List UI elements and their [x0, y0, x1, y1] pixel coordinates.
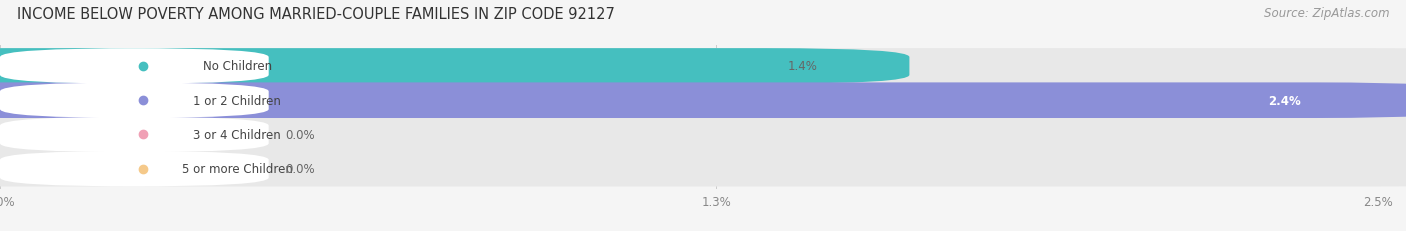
FancyBboxPatch shape [0, 49, 910, 84]
Text: 1.4%: 1.4% [789, 60, 818, 73]
Text: 2.4%: 2.4% [1268, 94, 1301, 107]
FancyBboxPatch shape [0, 49, 269, 84]
Text: 0.0%: 0.0% [285, 128, 315, 141]
FancyBboxPatch shape [0, 83, 1406, 119]
FancyBboxPatch shape [0, 117, 1406, 153]
FancyBboxPatch shape [0, 83, 1406, 119]
FancyBboxPatch shape [0, 151, 1406, 187]
FancyBboxPatch shape [0, 49, 1406, 84]
Text: 0.0%: 0.0% [285, 162, 315, 175]
Text: 1 or 2 Children: 1 or 2 Children [194, 94, 281, 107]
Text: INCOME BELOW POVERTY AMONG MARRIED-COUPLE FAMILIES IN ZIP CODE 92127: INCOME BELOW POVERTY AMONG MARRIED-COUPL… [17, 7, 614, 22]
FancyBboxPatch shape [0, 151, 269, 187]
FancyBboxPatch shape [0, 117, 269, 153]
Text: No Children: No Children [202, 60, 271, 73]
Text: Source: ZipAtlas.com: Source: ZipAtlas.com [1264, 7, 1389, 20]
FancyBboxPatch shape [0, 83, 269, 119]
Text: 5 or more Children: 5 or more Children [181, 162, 292, 175]
Text: 3 or 4 Children: 3 or 4 Children [194, 128, 281, 141]
